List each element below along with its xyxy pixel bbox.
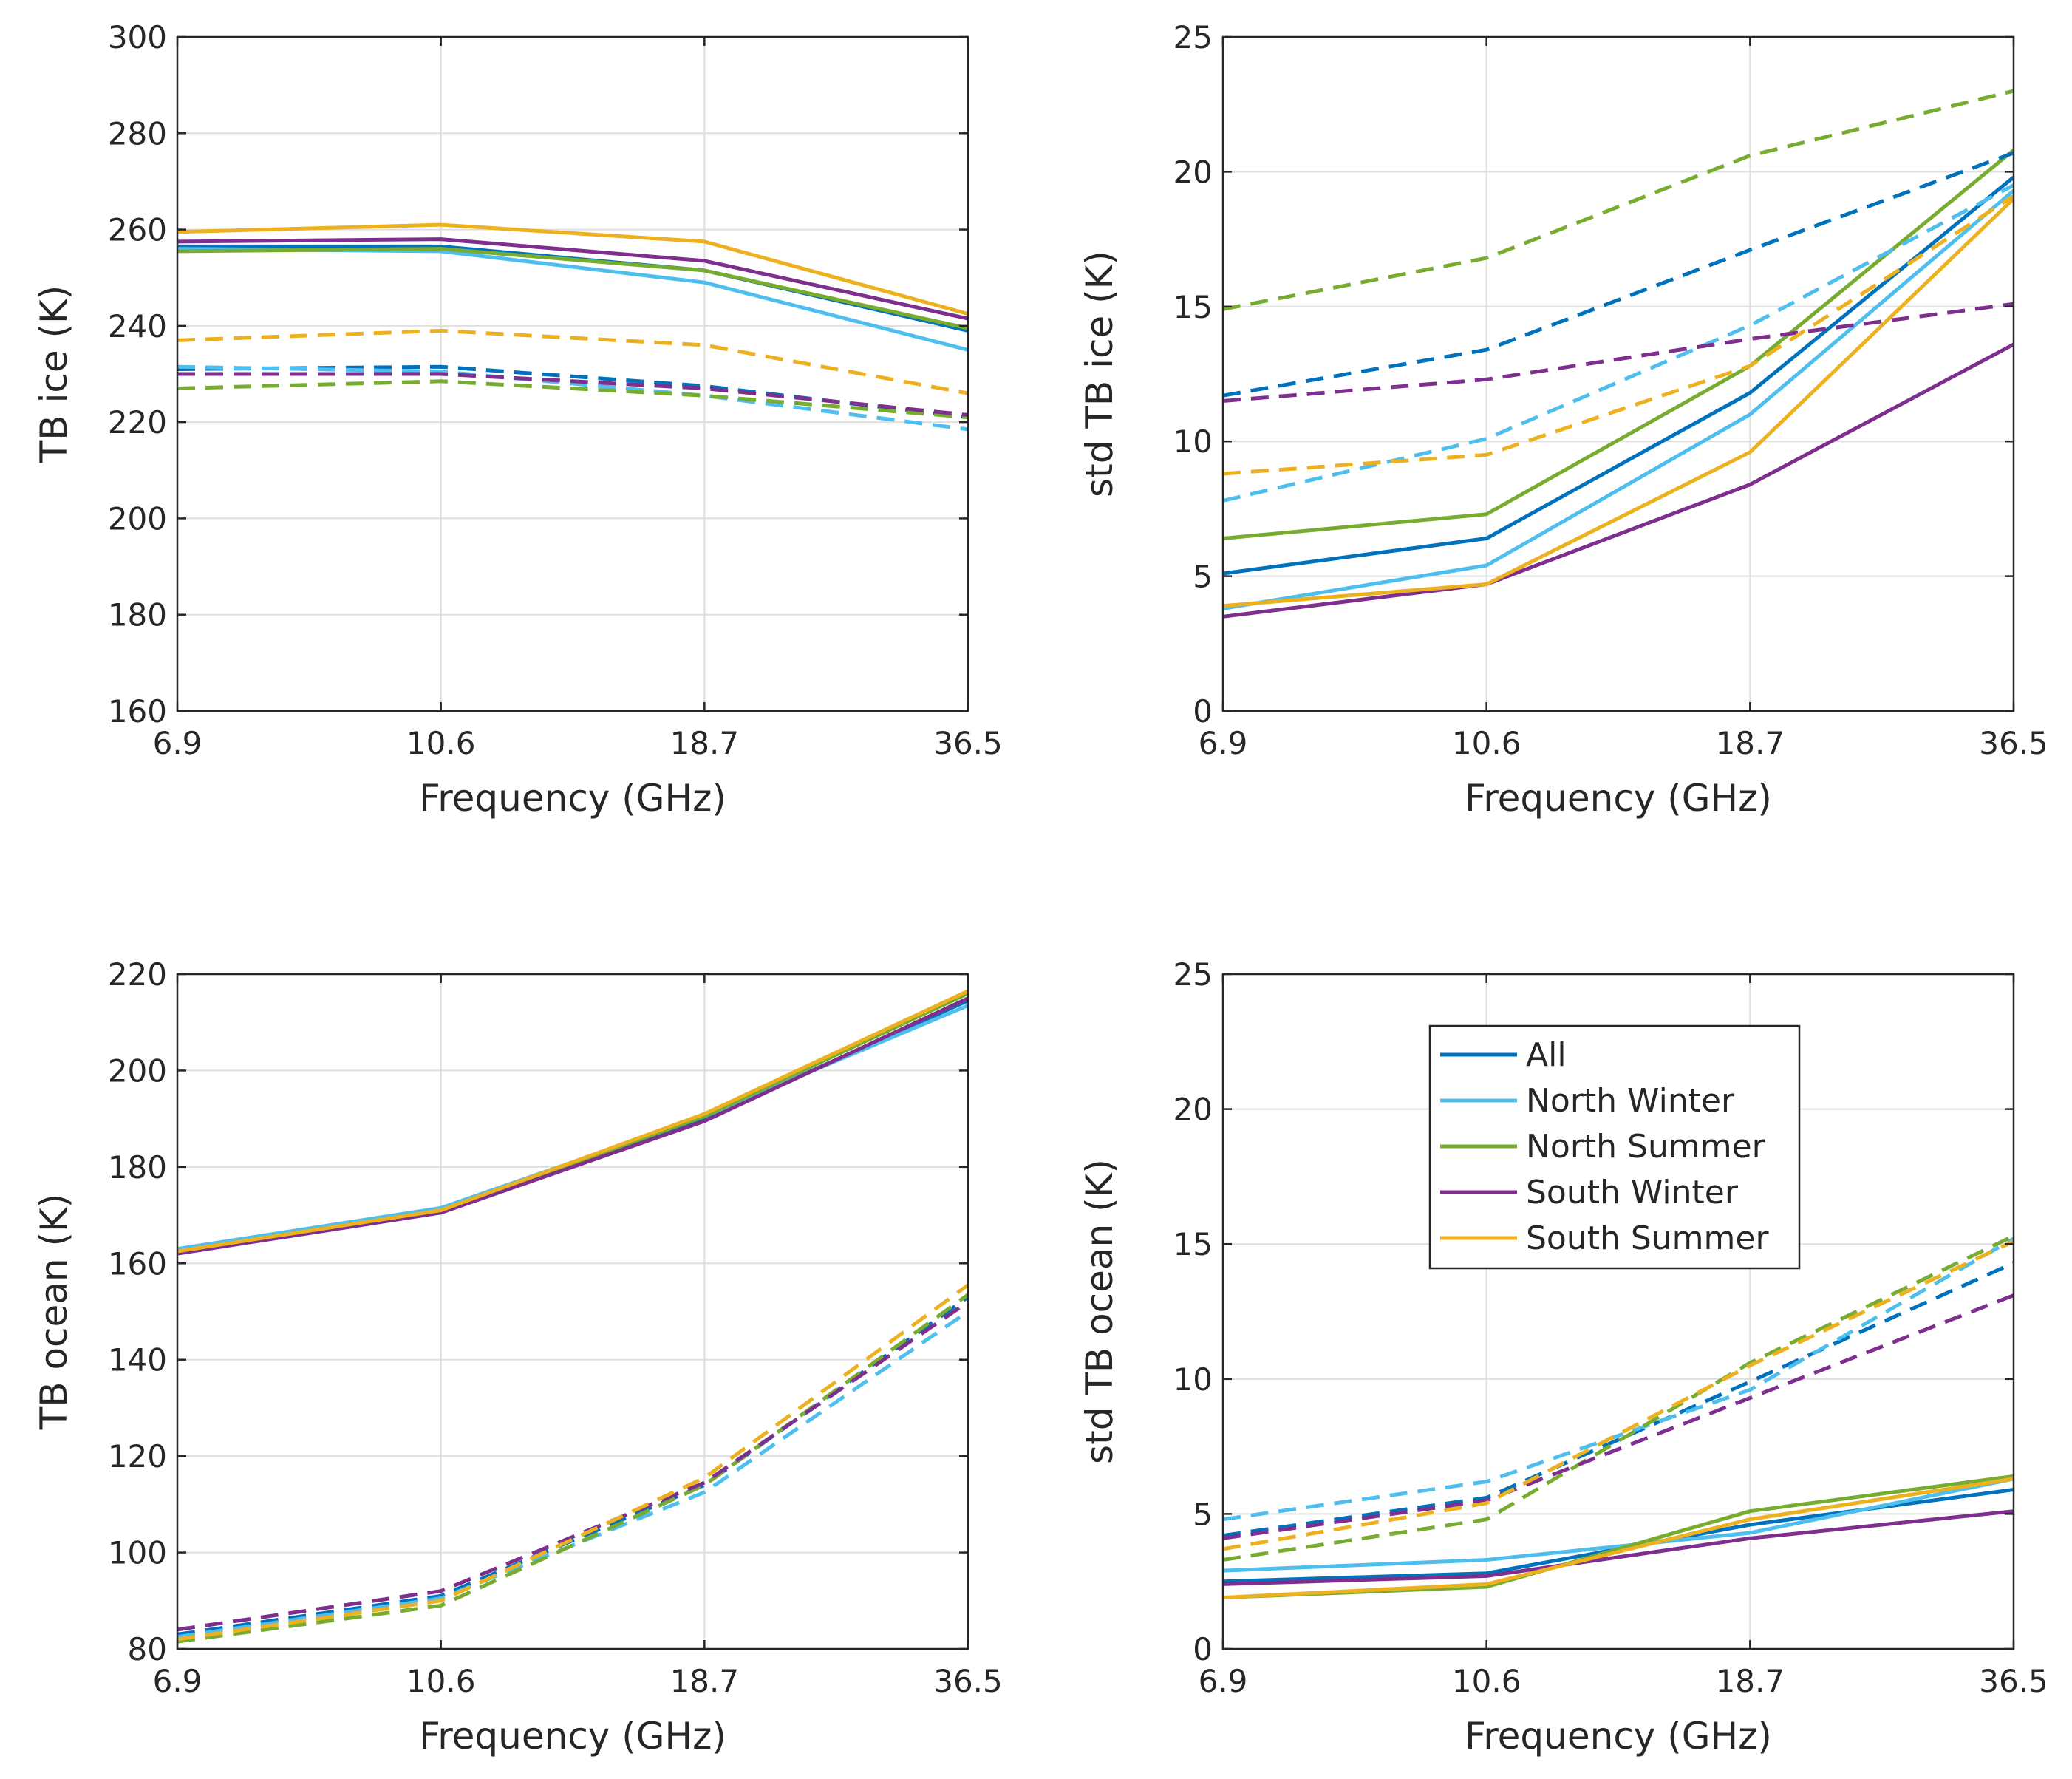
series-line-north-summer-dashed: [177, 379, 969, 420]
series-line-south-summer-solid: [1222, 1477, 2014, 1600]
y-tick-label: 180: [108, 1149, 167, 1186]
series-line-south-winter-solid: [1222, 342, 2015, 619]
y-tick-label: 25: [1173, 956, 1213, 993]
legend-label-north-summer: North Summer: [1526, 1128, 1766, 1166]
x-tick-label: 18.7: [1716, 1663, 1785, 1699]
x-tick-label: 18.7: [1716, 725, 1785, 761]
x-axis-label: Frequency (GHz): [1465, 1715, 1772, 1758]
series-line-north-winter-dashed: [1222, 183, 2015, 503]
y-tick-label: 25: [1173, 19, 1213, 55]
series-line-north-winter-solid: [1222, 188, 2015, 610]
x-tick-label: 10.6: [406, 1663, 476, 1699]
panel-tb-ice: 6.9 10.6 18.7 36.5 160 180 200 220 240 260 280 300 F…: [33, 19, 1003, 820]
y-axis-label: TB ocean (K): [33, 1194, 75, 1431]
y-tick-label: 300: [108, 19, 167, 55]
y-tick-label: 160: [108, 1245, 167, 1282]
y-tick-label: 180: [108, 597, 167, 633]
x-axis-label: Frequency (GHz): [1465, 777, 1772, 820]
panel-tb-ocean: 6.9 10.6 18.7 36.5 80 100 120 140 160 180 200 220 Fr…: [33, 956, 1003, 1758]
axes-box: [176, 35, 969, 712]
series-line-north-summer-dashed: [1222, 1234, 2015, 1562]
x-tick-label: 36.5: [933, 1663, 1003, 1699]
legend: All North Winter North Summer South Winter S…: [1428, 1024, 1801, 1270]
legend-label-north-winter: North Winter: [1526, 1082, 1735, 1120]
series-line-south-winter-dashed: [177, 1300, 969, 1632]
y-tick-label: 280: [108, 115, 167, 152]
series-line-south-winter-dashed: [1222, 1293, 2014, 1540]
y-tick-label: 10: [1173, 1361, 1213, 1398]
x-axis-label: Frequency (GHz): [419, 777, 726, 820]
y-tick-label: 15: [1173, 1226, 1213, 1262]
y-tick-label: 5: [1193, 1496, 1213, 1532]
series-line-south-winter-dashed: [177, 372, 969, 417]
x-tick-label: 6.9: [1199, 725, 1248, 761]
panel-std-tb-ocean: 6.9 10.6 18.7 36.5 0 5 10 15 20 25 Frequency (GHz)…: [1078, 956, 2048, 1758]
y-axis-label: std TB ice (K): [1078, 251, 1121, 497]
x-tick-label: 10.6: [1452, 1663, 1521, 1699]
x-tick-label: 36.5: [1979, 725, 2048, 761]
y-tick-label: 220: [108, 404, 167, 441]
series-line-north-winter-dashed: [177, 364, 969, 432]
x-tick-label: 36.5: [933, 725, 1003, 761]
y-tick-label: 120: [108, 1438, 167, 1474]
series-line-south-winter-solid: [177, 996, 969, 1256]
series-line-all-dashed: [1222, 151, 2014, 398]
y-tick-label: 200: [108, 1052, 167, 1089]
x-tick-label: 36.5: [1979, 1663, 2048, 1699]
series-line-south-winter-dashed: [1222, 302, 2014, 403]
y-tick-label: 220: [108, 956, 167, 993]
series-line-south-winter-solid: [177, 237, 969, 321]
series-line-north-summer-dashed: [177, 1293, 969, 1644]
y-tick-label: 240: [108, 308, 167, 344]
y-tick-label: 200: [108, 500, 167, 537]
series-line-north-winter-dashed: [1222, 1237, 2015, 1522]
series-line-south-winter-solid: [1222, 1509, 2014, 1586]
y-tick-label: 20: [1173, 1092, 1213, 1128]
axes-box: [1221, 973, 2015, 1650]
series-line-south-summer-dashed: [177, 328, 969, 395]
y-tick-label: 80: [128, 1631, 167, 1667]
y-tick-label: 260: [108, 212, 167, 248]
legend-label-all: All: [1526, 1036, 1567, 1074]
y-tick-label: 0: [1193, 693, 1213, 729]
plot-area: [177, 974, 968, 1649]
x-tick-label: 6.9: [153, 1663, 202, 1699]
y-tick-label: 160: [108, 693, 167, 729]
series-line-south-summer-dashed: [1222, 1239, 2015, 1551]
x-tick-label: 18.7: [670, 725, 740, 761]
y-axis-label: std TB ocean (K): [1078, 1159, 1121, 1464]
axes-box: [1221, 35, 2015, 712]
y-tick-label: 10: [1173, 424, 1213, 460]
series-line-south-summer-solid: [1222, 197, 2015, 608]
y-tick-label: 5: [1193, 559, 1213, 595]
axes-box: [176, 973, 969, 1650]
legend-label-south-winter: South Winter: [1526, 1174, 1739, 1211]
series-line-north-summer-dashed: [1222, 89, 2014, 311]
y-tick-label: 140: [108, 1342, 167, 1378]
y-tick-label: 20: [1173, 154, 1213, 190]
plot-area: [177, 37, 968, 711]
x-tick-label: 10.6: [1452, 725, 1521, 761]
series-line-all-dashed: [1222, 1261, 2015, 1538]
y-tick-label: 0: [1193, 1631, 1213, 1667]
series-line-south-summer-dashed: [1222, 194, 2015, 476]
series-line-south-summer-solid: [177, 989, 969, 1254]
x-tick-label: 10.6: [406, 725, 476, 761]
series-line-north-summer-solid: [1222, 149, 2015, 540]
legend-label-south-summer: South Summer: [1526, 1220, 1769, 1257]
y-tick-label: 15: [1173, 289, 1213, 325]
series-line-south-summer-solid: [177, 222, 969, 316]
y-tick-label: 100: [108, 1535, 167, 1571]
panel-std-tb-ice: 6.9 10.6 18.7 36.5 0 5 10 15 20 25 Frequency (GHz)…: [1078, 19, 2048, 820]
series-line-north-winter-solid: [1222, 1477, 2014, 1573]
x-tick-label: 6.9: [1199, 1663, 1248, 1699]
series-line-north-summer-solid: [177, 247, 969, 330]
series-line-north-winter-dashed: [177, 1310, 969, 1639]
series-line-all-solid: [1222, 175, 2015, 576]
x-axis-label: Frequency (GHz): [419, 1715, 726, 1758]
x-tick-label: 6.9: [153, 725, 202, 761]
y-axis-label: TB ice (K): [33, 285, 75, 464]
x-tick-label: 18.7: [670, 1663, 740, 1699]
